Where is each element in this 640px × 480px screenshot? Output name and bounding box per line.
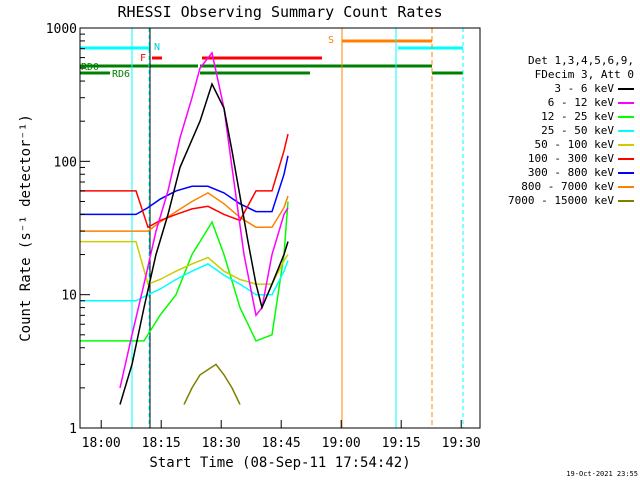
- legend-item: 300 - 800 keV: [474, 166, 634, 180]
- status-flag-bars: [80, 39, 463, 75]
- series-line: [80, 155, 289, 216]
- series-lines: [80, 51, 289, 405]
- y-tick-label: 1000: [46, 22, 77, 37]
- legend-item: 12 - 25 keV: [474, 110, 634, 124]
- legend-item: 800 - 7000 keV: [474, 180, 634, 194]
- legend-label: 300 - 800 keV: [527, 166, 614, 179]
- series-line: [119, 51, 289, 389]
- legend-item: 25 - 50 keV: [474, 124, 634, 138]
- footer-date: 19-Oct-2021 23:55: [566, 470, 638, 478]
- series-line: [119, 82, 289, 405]
- flag-label-rd6: RD6: [112, 69, 130, 80]
- legend-swatch: [618, 88, 634, 90]
- legend-swatch: [618, 116, 634, 118]
- series-line: [80, 133, 289, 229]
- legend-swatch: [618, 200, 634, 202]
- y-tick-label: 10: [61, 289, 77, 304]
- legend-item: 7000 - 15000 keV: [474, 194, 634, 208]
- legend-label: 800 - 7000 keV: [521, 180, 614, 193]
- legend-swatch: [618, 102, 634, 104]
- x-tick-label: 18:15: [142, 436, 181, 451]
- flag-label-n: N: [154, 42, 160, 53]
- legend-header-1: Det 1,3,4,5,6,9,: [528, 54, 634, 67]
- x-axis-label: Start Time (08-Sep-11 17:54:42): [149, 455, 410, 471]
- x-tick-label: 19:15: [382, 436, 421, 451]
- legend-label: 12 - 25 keV: [541, 110, 614, 123]
- x-tick-label: 19:00: [322, 436, 361, 451]
- flag-label-rd0: RD0: [81, 62, 99, 73]
- x-tick-label: 18:00: [82, 436, 121, 451]
- series-line: [80, 260, 289, 302]
- legend-swatch: [618, 186, 634, 188]
- x-tick-label: 18:45: [262, 436, 301, 451]
- chart-title: RHESSI Observing Summary Count Rates: [117, 3, 442, 21]
- legend-label: 7000 - 15000 keV: [508, 194, 614, 207]
- series-line: [80, 192, 289, 232]
- legend-label: 3 - 6 keV: [554, 82, 614, 95]
- y-tick-label: 1: [69, 422, 77, 437]
- series-line: [80, 201, 289, 342]
- legend-label: 25 - 50 keV: [541, 124, 614, 137]
- plot-frame: [79, 27, 481, 429]
- legend-item: 3 - 6 keV: [474, 82, 634, 96]
- legend-label: 6 - 12 keV: [547, 96, 614, 109]
- legend-swatch: [618, 172, 634, 174]
- y-tick-label: 100: [54, 155, 77, 170]
- legend-label: 100 - 300 keV: [527, 152, 614, 165]
- legend-swatch: [618, 158, 634, 160]
- legend-label: 50 - 100 keV: [534, 138, 614, 151]
- x-tick-label: 18:30: [202, 436, 241, 451]
- y-axis-label: Count Rate (s⁻¹ detector⁻¹): [18, 114, 34, 342]
- legend-header-2: FDecim 3, Att 0: [534, 68, 634, 81]
- flag-label-s: S: [328, 35, 334, 46]
- series-line: [183, 363, 241, 405]
- x-tick-label: 19:30: [442, 436, 481, 451]
- legend-item: 6 - 12 keV: [474, 96, 634, 110]
- x-axis-ticks: 18:00 18:15 18:30 18:45 19:00 19:15 19:30: [82, 420, 481, 451]
- series-line: [80, 240, 289, 286]
- y-axis-ticks: 1 10 100 1000: [46, 22, 90, 437]
- legend: Det 1,3,4,5,6,9, FDecim 3, Att 0 3 - 6 k…: [474, 54, 634, 208]
- legend-swatch: [618, 130, 634, 132]
- legend-item: 50 - 100 keV: [474, 138, 634, 152]
- flag-label-f: F: [140, 53, 146, 64]
- legend-item: 100 - 300 keV: [474, 152, 634, 166]
- legend-swatch: [618, 144, 634, 146]
